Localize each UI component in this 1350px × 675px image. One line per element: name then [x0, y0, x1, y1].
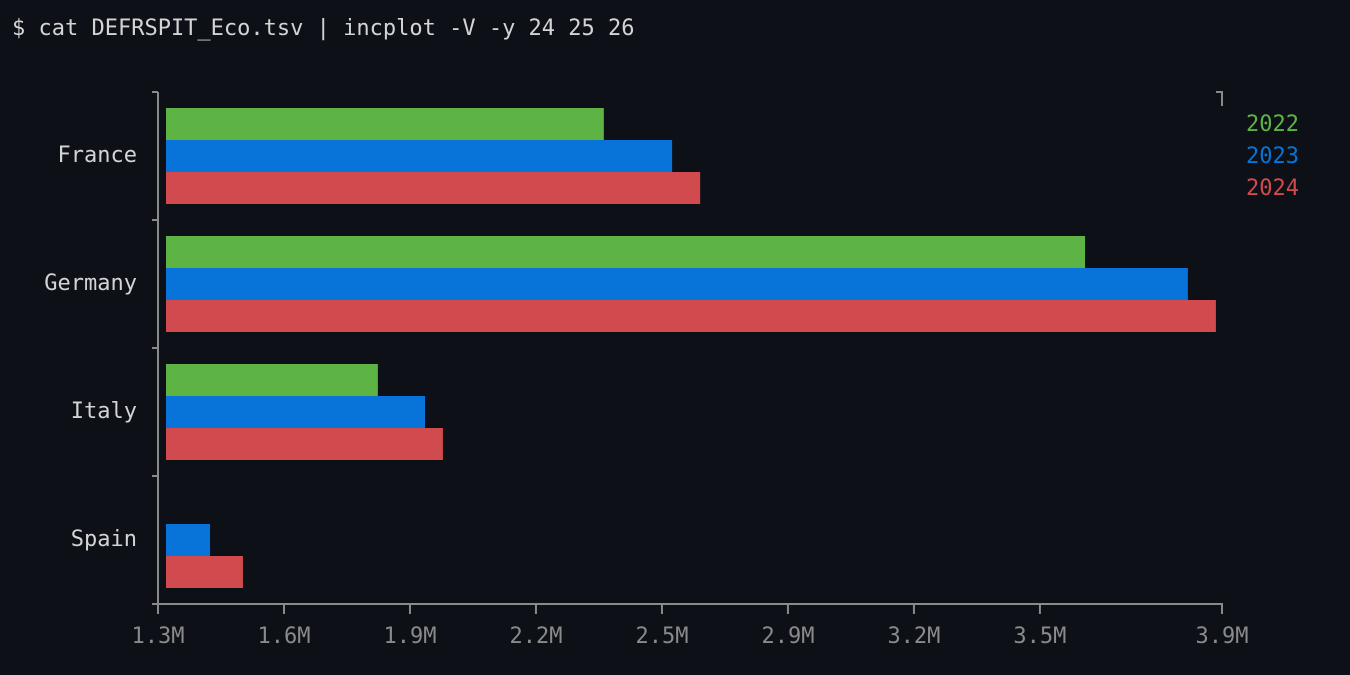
- x-tick-label: 1.6M: [257, 624, 310, 649]
- x-tick-label: 1.9M: [383, 624, 436, 649]
- bar: [166, 236, 1086, 268]
- x-tick-label: 2.2M: [509, 624, 562, 649]
- bar: [166, 428, 443, 460]
- x-tick-label: 2.5M: [635, 624, 688, 649]
- corner-bracket: [1216, 91, 1223, 106]
- legend-entry: 2022: [1246, 112, 1299, 137]
- legend-entry: 2024: [1246, 176, 1299, 201]
- bar: [166, 108, 604, 140]
- x-tick-label: 3.9M: [1196, 624, 1249, 649]
- bar: [166, 140, 673, 172]
- bar: [166, 556, 243, 588]
- x-tick-label: 1.3M: [132, 624, 185, 649]
- y-tick-label: Italy: [71, 399, 137, 424]
- x-tick-label: 3.2M: [887, 624, 940, 649]
- x-tick-label: 2.9M: [761, 624, 814, 649]
- y-tick-label: Spain: [71, 527, 137, 552]
- bar: [166, 396, 426, 428]
- bar: [166, 172, 701, 204]
- x-tick-label: 3.5M: [1013, 624, 1066, 649]
- bar: [166, 268, 1188, 300]
- bar: [166, 300, 1216, 332]
- command-line: $ cat DEFRSPIT_Eco.tsv | incplot -V -y 2…: [12, 16, 635, 41]
- bar: [166, 524, 211, 556]
- y-tick-label: Germany: [44, 271, 137, 296]
- bar: [166, 364, 378, 396]
- legend-entry: 2023: [1246, 144, 1299, 169]
- y-tick-label: France: [58, 143, 137, 168]
